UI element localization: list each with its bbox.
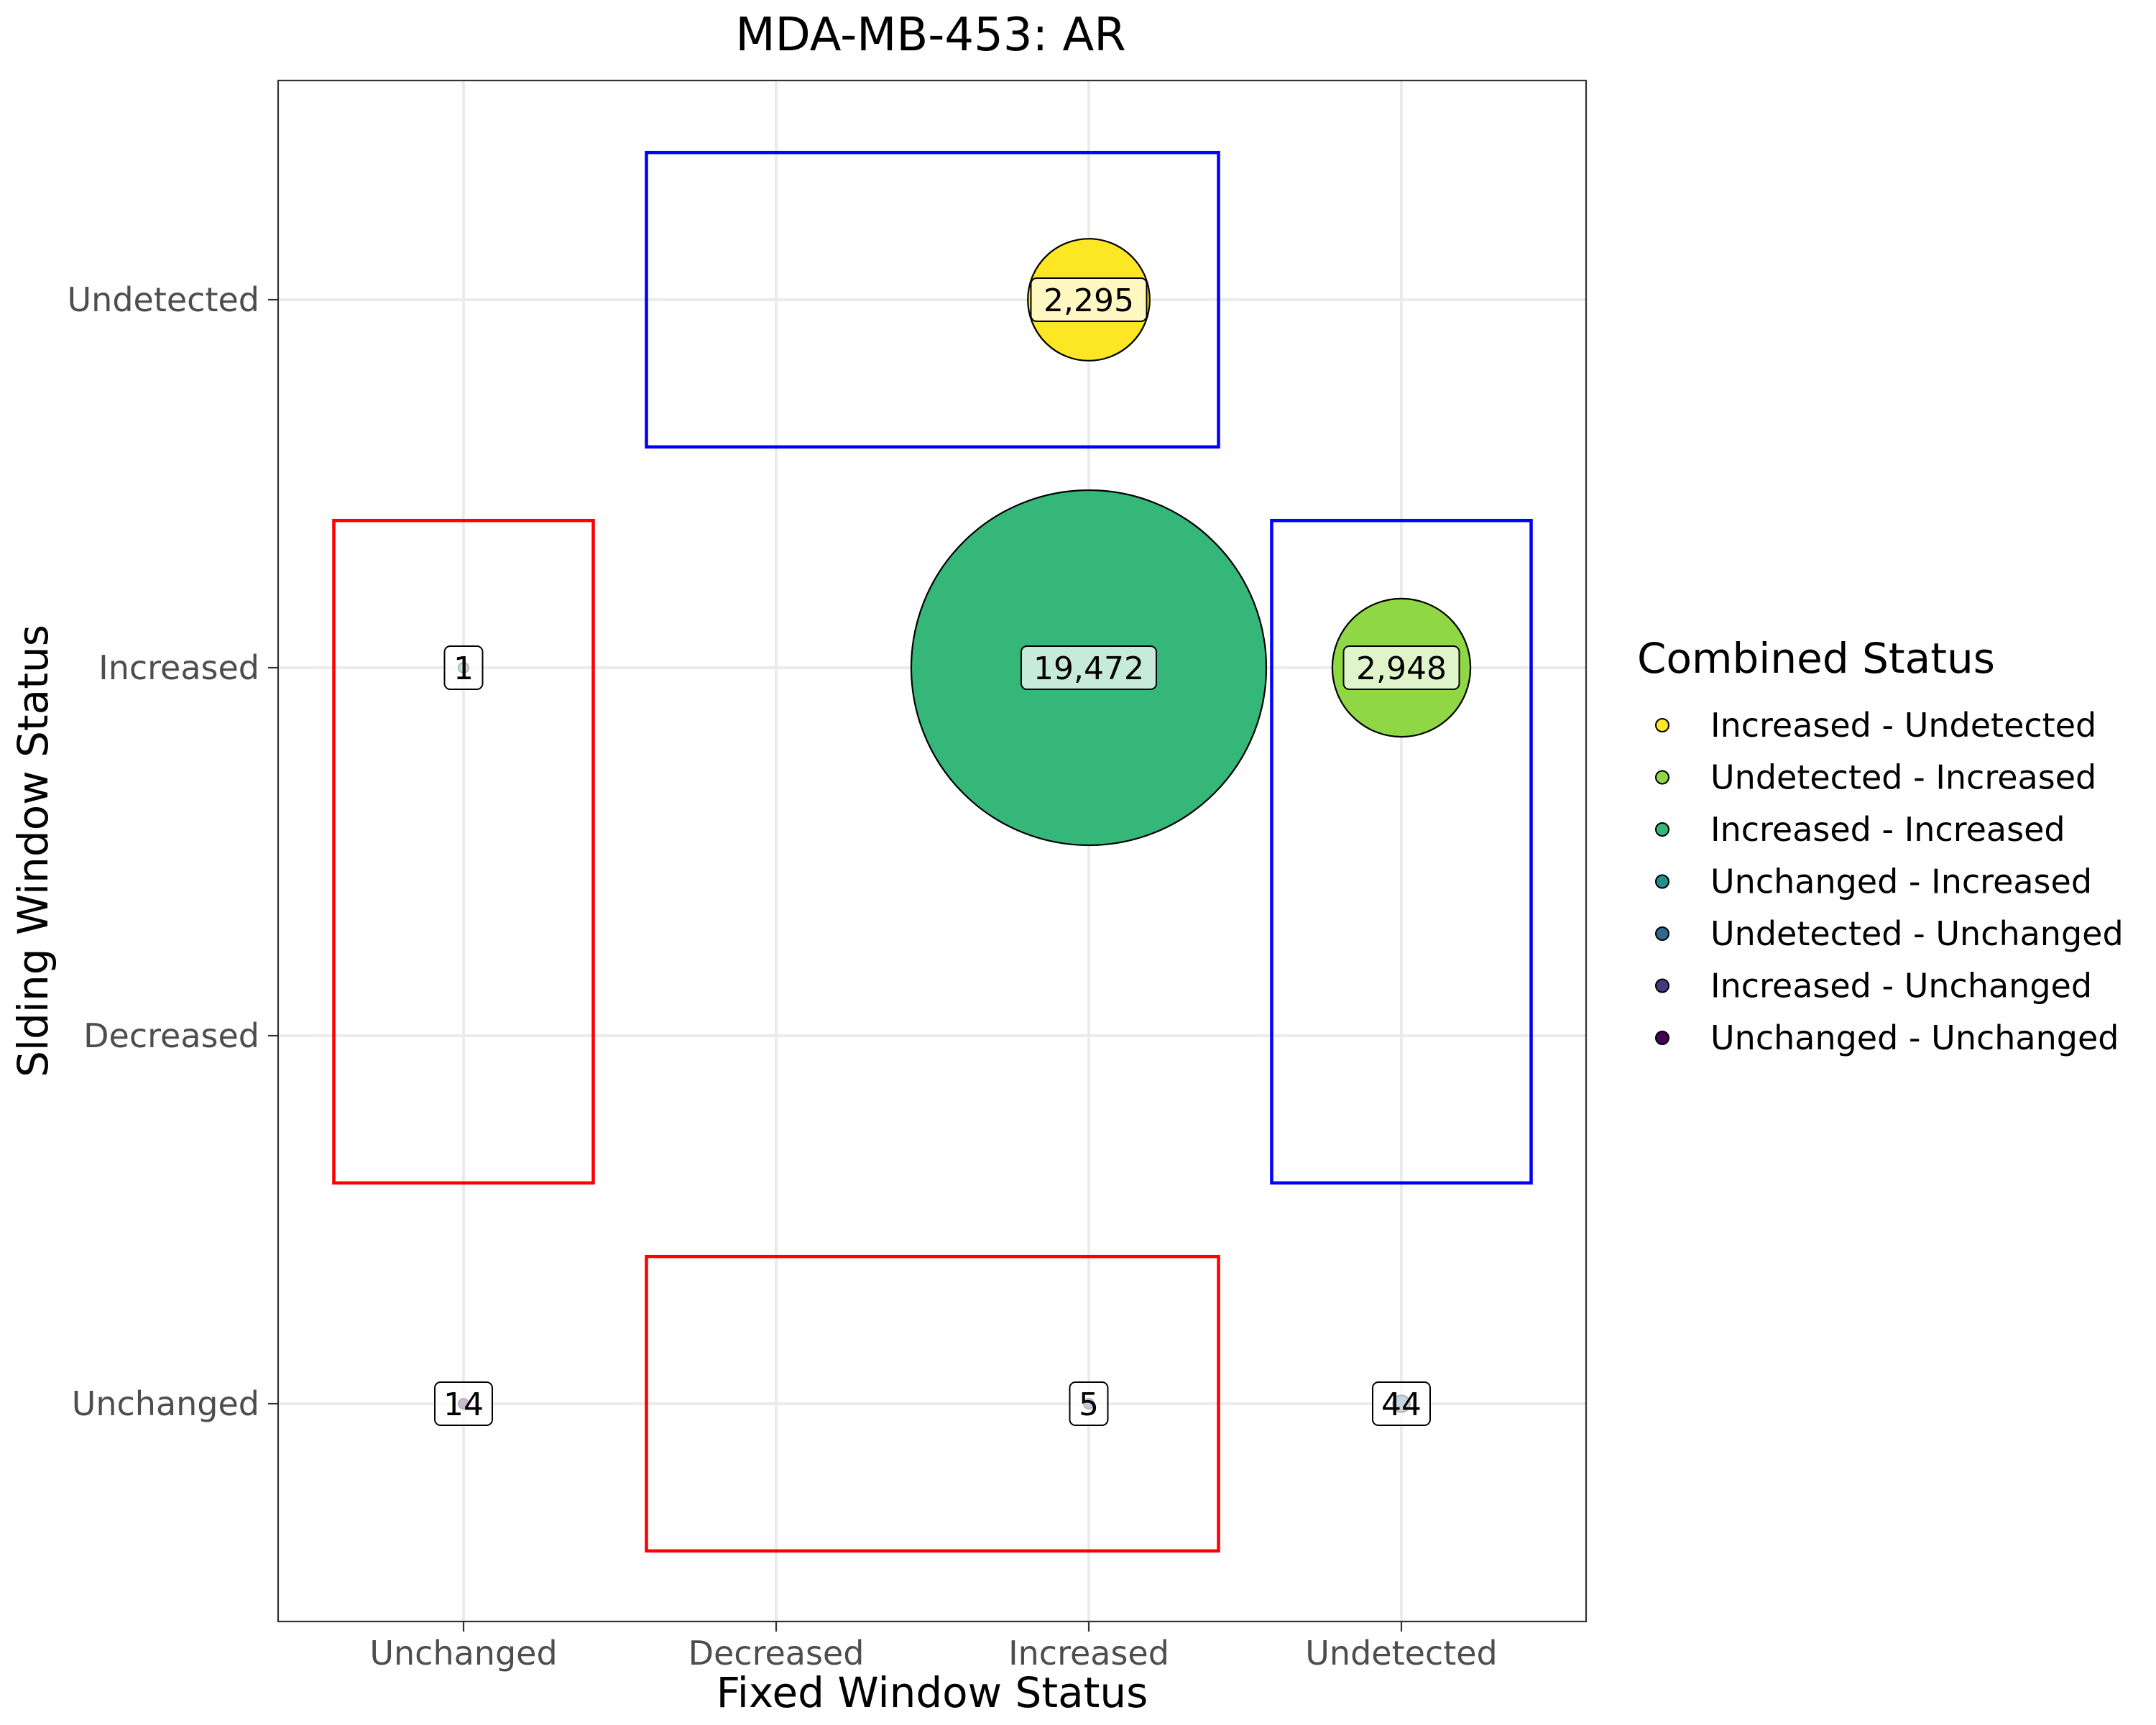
y-tick-label: Undetected (68, 280, 260, 319)
bubble-value-label: 2,295 (1030, 277, 1148, 322)
bubble-value-text: 1 (453, 650, 474, 687)
legend-item: Undetected - Increased (1655, 758, 2096, 797)
highlight-box (332, 518, 595, 1185)
bubble-label-box (434, 1381, 493, 1426)
legend: Increased - Undetected Undetected - Incre… (1655, 706, 2124, 1057)
y-axis-title: Slding Window Status (9, 625, 57, 1077)
bubble-value-text: 2,948 (1356, 650, 1447, 687)
bubble-value-label: 1 (443, 645, 484, 690)
legend-key (1655, 1031, 1669, 1045)
bubble-value-text: 44 (1381, 1386, 1422, 1423)
y-tick-label: Decreased (83, 1016, 259, 1055)
legend-item: Unchanged - Increased (1655, 862, 2092, 901)
legend-item: Unchanged - Unchanged (1655, 1018, 2119, 1057)
legend-label: Increased - Undetected (1710, 706, 2096, 745)
bubble-value-text: 19,472 (1033, 650, 1144, 687)
highlight-box (1270, 518, 1533, 1185)
bubble-label-box (1372, 1381, 1431, 1426)
bubble-value-label: 5 (1069, 1381, 1109, 1426)
x-tick-label: Unchanged (369, 1634, 557, 1673)
bubbles: 19,472 2,948 2,295 44 14 5 1 (434, 238, 1472, 1426)
bubble-label-box (443, 645, 484, 690)
legend-label: Unchanged - Increased (1710, 862, 2092, 901)
legend-key (1655, 770, 1669, 785)
legend-label: Increased - Unchanged (1710, 967, 2092, 1006)
x-tick-label: Increased (1008, 1634, 1169, 1673)
x-tick-label: Decreased (688, 1634, 865, 1673)
plot-border (277, 79, 1588, 1623)
legend-item: Increased - Undetected (1655, 706, 2096, 745)
x-axis-title: Fixed Window Status (717, 1668, 1148, 1717)
legend-item: Undetected - Unchanged (1655, 914, 2124, 953)
x-tick-label: Undetected (1305, 1634, 1498, 1673)
legend-key (1655, 874, 1669, 889)
legend-key (1655, 978, 1669, 993)
legend-title: Combined Status (1637, 634, 1995, 683)
legend-key (1655, 718, 1669, 732)
bubble-value-text: 2,295 (1044, 282, 1134, 319)
plot-panel (278, 80, 1586, 1622)
legend-key (1655, 926, 1669, 941)
bubble-value-label: 14 (434, 1381, 493, 1426)
legend-label: Increased - Increased (1710, 810, 2065, 849)
bubble-label-box (1021, 645, 1157, 690)
highlight-box (645, 1254, 1220, 1553)
legend-item: Increased - Unchanged (1655, 967, 2092, 1006)
legend-label: Unchanged - Unchanged (1710, 1018, 2119, 1057)
legend-label: Undetected - Increased (1710, 758, 2096, 797)
legend-item: Increased - Increased (1655, 810, 2065, 849)
legend-key (1655, 822, 1669, 837)
highlight-box (645, 150, 1220, 449)
highlight-boxes (332, 150, 1533, 1553)
bubble-value-label: 19,472 (1021, 645, 1157, 690)
bubble-value-label: 2,948 (1342, 645, 1460, 690)
bubble-value-text: 14 (443, 1386, 484, 1423)
legend-label: Undetected - Unchanged (1710, 914, 2124, 953)
chart-title: MDA-MB-453: AR (735, 9, 1125, 62)
y-tick-label: Unchanged (72, 1384, 259, 1423)
bubble-label-box (1342, 645, 1460, 690)
bubble-label-box (1069, 1381, 1109, 1426)
y-tick-label: Increased (98, 648, 259, 687)
bubble-value-label: 44 (1372, 1381, 1431, 1426)
bubble-value-text: 5 (1079, 1386, 1099, 1423)
axis-ticks: Unchanged Decreased Increased Undetected Unc… (68, 280, 1498, 1673)
bubble-label-box (1030, 277, 1148, 322)
